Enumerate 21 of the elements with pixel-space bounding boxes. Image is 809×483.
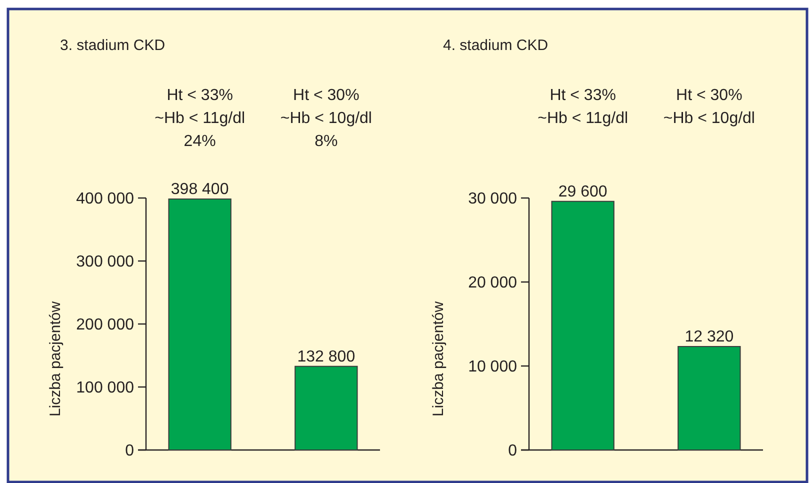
y-tick-label: 300 000 xyxy=(76,254,134,271)
chart-title: 3. stadium CKD xyxy=(60,37,166,54)
y-tick-label: 10 000 xyxy=(468,358,518,376)
x-tick-label: Ht < 30% ~Hb < 10g/dl xyxy=(663,87,755,127)
y-tick-label: 30 000 xyxy=(468,190,518,208)
x-tick-label: Ht < 30% ~Hb < 10g/dl 8% xyxy=(280,87,372,150)
y-tick-label: 20 000 xyxy=(468,274,518,292)
y-tick-label: 400 000 xyxy=(76,190,134,208)
data-label: 132 800 xyxy=(297,348,356,366)
chart-title: 4. stadium CKD xyxy=(443,37,548,54)
y-tick-label: 200 000 xyxy=(76,316,134,334)
y-axis-title: Liczba pacjentów xyxy=(47,301,64,417)
y-tick-label: 100 000 xyxy=(76,380,134,397)
y-tick-label: 0 xyxy=(125,442,134,460)
data-label: 29 600 xyxy=(558,183,608,200)
x-tick-label: Ht < 33% ~Hb < 11g/dl xyxy=(538,87,628,127)
data-label: 12 320 xyxy=(684,328,734,346)
x-tick-label: Ht < 33% ~Hb < 11g/dl 24% xyxy=(154,87,246,150)
data-label: 398 400 xyxy=(170,181,229,198)
y-axis-title: Liczba pacjentów xyxy=(430,301,447,417)
y-tick-label: 0 xyxy=(508,442,518,460)
